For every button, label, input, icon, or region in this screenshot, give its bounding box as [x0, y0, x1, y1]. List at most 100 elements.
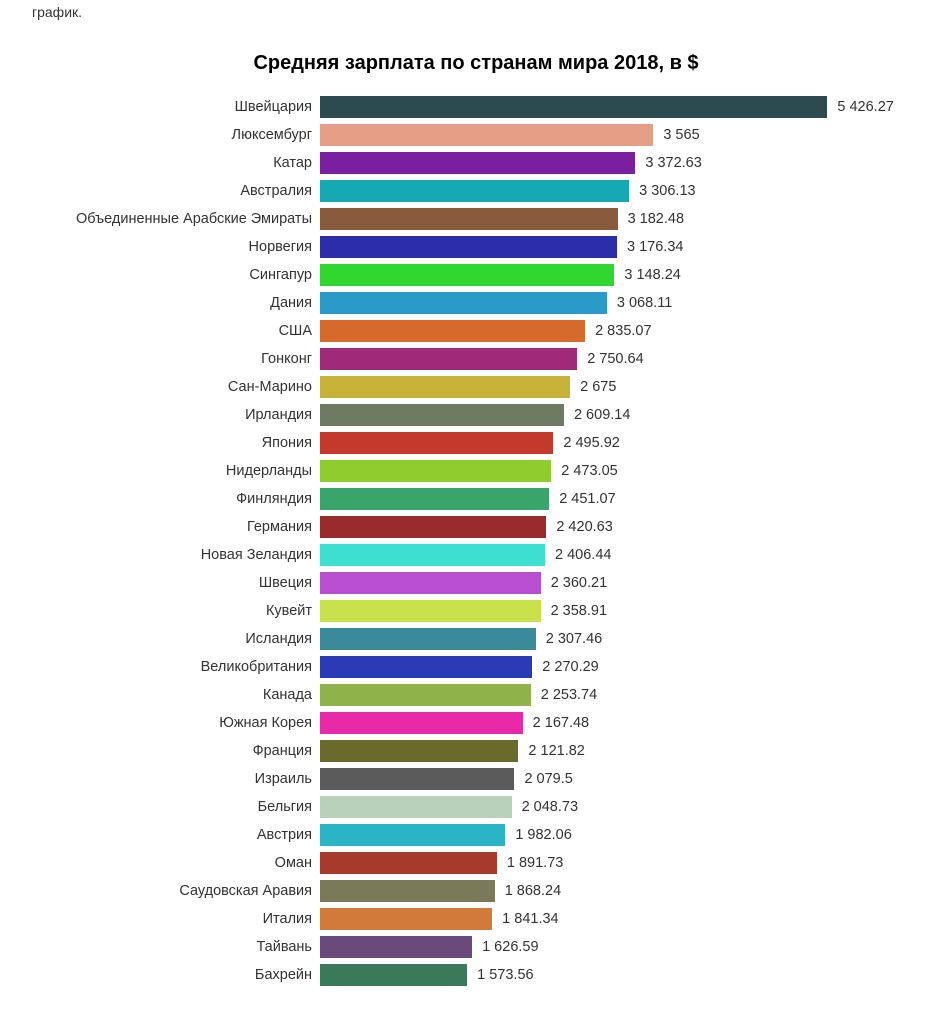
bar-row: Саудовская Аравия 1 868.24: [20, 877, 932, 905]
bar-row: Объединенные Арабские Эмираты3 182.48: [20, 205, 932, 233]
bar-row: Австралия3 306.13: [20, 177, 932, 205]
bar-value: 2 358.91: [541, 603, 607, 619]
bar-value: 2 121.82: [518, 743, 584, 759]
bar-row: Япония2 495.92: [20, 429, 932, 457]
page: график. Средняя зарплата по странам мира…: [0, 0, 952, 1009]
bar-row: Ирландия 2 609.14: [20, 401, 932, 429]
bar-track: 2 420.63: [320, 513, 932, 541]
bar: [320, 348, 577, 370]
bar-label: Франция: [20, 743, 320, 759]
bar-track: 3 176.34: [320, 233, 932, 261]
bar-label: Бахрейн: [20, 967, 320, 983]
bar-value: 1 573.56: [467, 967, 533, 983]
bar: [320, 404, 564, 426]
bar-track: 1 868.24: [320, 877, 932, 905]
bar-label: Австралия: [20, 183, 320, 199]
bar: [320, 712, 523, 734]
bar-value: 2 675: [570, 379, 616, 395]
bar-track: 1 982.06: [320, 821, 932, 849]
bar-track: 2 048.73: [320, 793, 932, 821]
bar-track: 2 167.48: [320, 709, 932, 737]
bar: [320, 320, 585, 342]
bar-track: 2 360.21: [320, 569, 932, 597]
bar: [320, 460, 551, 482]
bar-label: Швейцария: [20, 99, 320, 115]
bar-row: Кувейт2 358.91: [20, 597, 932, 625]
bar-value: 2 167.48: [523, 715, 589, 731]
bar-value: 5 426.27: [827, 99, 893, 115]
bar-row: Сан-Марино 2 675: [20, 373, 932, 401]
bar-value: 1 982.06: [505, 827, 571, 843]
bar-label: Люксембург: [20, 127, 320, 143]
bar-value: 2 360.21: [541, 575, 607, 591]
bar-track: 3 306.13: [320, 177, 932, 205]
bar-value: 2 048.73: [512, 799, 578, 815]
bar-row: Дания 3 068.11: [20, 289, 932, 317]
chart-title: Средняя зарплата по странам мира 2018, в…: [20, 52, 932, 75]
bar-row: Люксембург 3 565: [20, 121, 932, 149]
bar-row: Бахрейн 1 573.56: [20, 961, 932, 989]
bar-track: 2 750.64: [320, 345, 932, 373]
bar-value: 1 841.34: [492, 911, 558, 927]
bar-track: 2 079.5: [320, 765, 932, 793]
bar: [320, 96, 827, 118]
bar-label: Сан-Марино: [20, 379, 320, 395]
bar-value: 1 868.24: [495, 883, 561, 899]
bar-label: Саудовская Аравия: [20, 883, 320, 899]
bar-label: Бельгия: [20, 799, 320, 815]
bar: [320, 684, 531, 706]
bar-label: Норвегия: [20, 239, 320, 255]
bar-value: 3 565: [653, 127, 699, 143]
bar-track: 2 121.82: [320, 737, 932, 765]
bar-track: 2 307.46: [320, 625, 932, 653]
bar-label: Объединенные Арабские Эмираты: [20, 211, 320, 227]
bar: [320, 656, 532, 678]
bar: [320, 292, 607, 314]
bar-label: Израиль: [20, 771, 320, 787]
bar-row: Великобритания2 270.29: [20, 653, 932, 681]
bar: [320, 852, 497, 874]
bar-row: Новая Зеландия 2 406.44: [20, 541, 932, 569]
bar-row: США2 835.07: [20, 317, 932, 345]
bar: [320, 208, 618, 230]
bar-value: 2 406.44: [545, 547, 611, 563]
bar-value: 2 750.64: [577, 351, 643, 367]
bar-label: Великобритания: [20, 659, 320, 675]
bar-row: Исландия 2 307.46: [20, 625, 932, 653]
bar-track: 2 358.91: [320, 597, 932, 625]
bar-value: 2 307.46: [536, 631, 602, 647]
bar-track: 2 473.05: [320, 457, 932, 485]
bar-label: Катар: [20, 155, 320, 171]
bar-label: Гонконг: [20, 351, 320, 367]
bar-label: Италия: [20, 911, 320, 927]
bar-value: 2 609.14: [564, 407, 630, 423]
bar: [320, 572, 541, 594]
bar-value: 2 451.07: [549, 491, 615, 507]
bar-value: 3 148.24: [614, 267, 680, 283]
bar: [320, 152, 635, 174]
bar: [320, 432, 553, 454]
bar-value: 3 068.11: [607, 295, 672, 311]
bar-row: Южная Корея 2 167.48: [20, 709, 932, 737]
bar-label: Швеция: [20, 575, 320, 591]
bar-label: Ирландия: [20, 407, 320, 423]
bar-label: Исландия: [20, 631, 320, 647]
bar-row: Бельгия 2 048.73: [20, 793, 932, 821]
bar-row: Швейцария 5 426.27: [20, 93, 932, 121]
bar-track: 2 675: [320, 373, 932, 401]
fragment-text: график.: [20, 0, 932, 28]
bar-label: Канада: [20, 687, 320, 703]
bar-label: Япония: [20, 435, 320, 451]
bar-label: Южная Корея: [20, 715, 320, 731]
bar-value: 3 372.63: [635, 155, 701, 171]
bar-label: США: [20, 323, 320, 339]
bar-label: Новая Зеландия: [20, 547, 320, 563]
bar: [320, 236, 617, 258]
bar: [320, 796, 512, 818]
bar-label: Австрия: [20, 827, 320, 843]
bar-track: 2 253.74: [320, 681, 932, 709]
bar-row: Австрия 1 982.06: [20, 821, 932, 849]
bar-label: Германия: [20, 519, 320, 535]
bar-label: Дания: [20, 295, 320, 311]
bar-track: 2 609.14: [320, 401, 932, 429]
